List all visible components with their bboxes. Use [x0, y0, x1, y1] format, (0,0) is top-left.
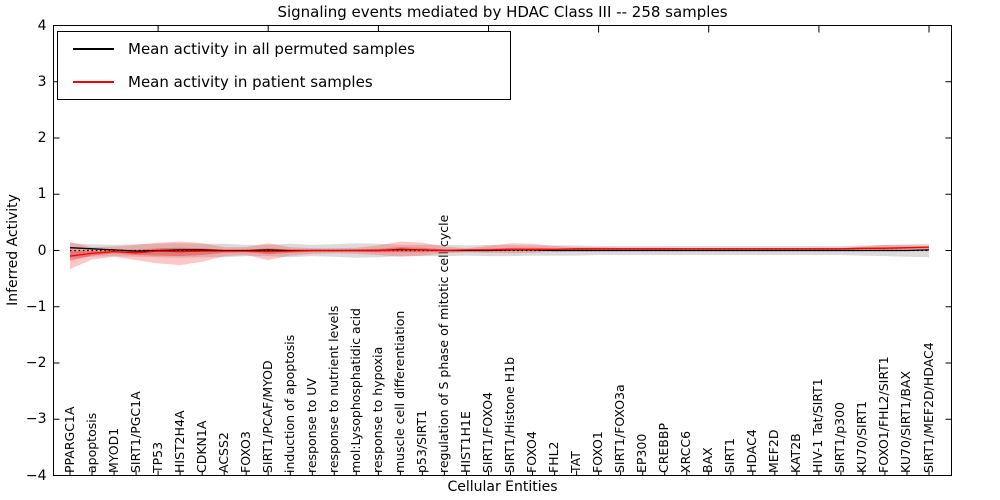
y-tick-label: 0 [37, 242, 47, 259]
chart-title: Signaling events mediated by HDAC Class … [277, 3, 728, 21]
legend-item-patient: Mean activity in patient samples [58, 67, 510, 97]
y-tick-label: 4 [37, 17, 47, 34]
y-tick-label: −4 [25, 467, 47, 484]
legend-label-permuted: Mean activity in all permuted samples [128, 39, 415, 58]
axis-ticks [53, 25, 952, 476]
y-tick-label: 1 [37, 186, 47, 203]
legend-line-permuted [73, 47, 114, 50]
legend-line-patient [73, 81, 114, 84]
y-tick-label: 2 [37, 130, 47, 146]
legend-label-patient: Mean activity in patient samples [128, 73, 373, 92]
patient-mean-line [69, 246, 930, 257]
x-axis-label: Cellular Entities [447, 479, 558, 495]
legend: Mean activity in all permuted samples Me… [57, 31, 511, 100]
y-tick-label: −3 [25, 411, 47, 428]
y-tick-label: 3 [37, 73, 47, 90]
legend-item-permuted: Mean activity in all permuted samples [58, 34, 510, 64]
y-tick-label: −2 [25, 355, 47, 371]
y-tick-label: −1 [25, 298, 47, 315]
